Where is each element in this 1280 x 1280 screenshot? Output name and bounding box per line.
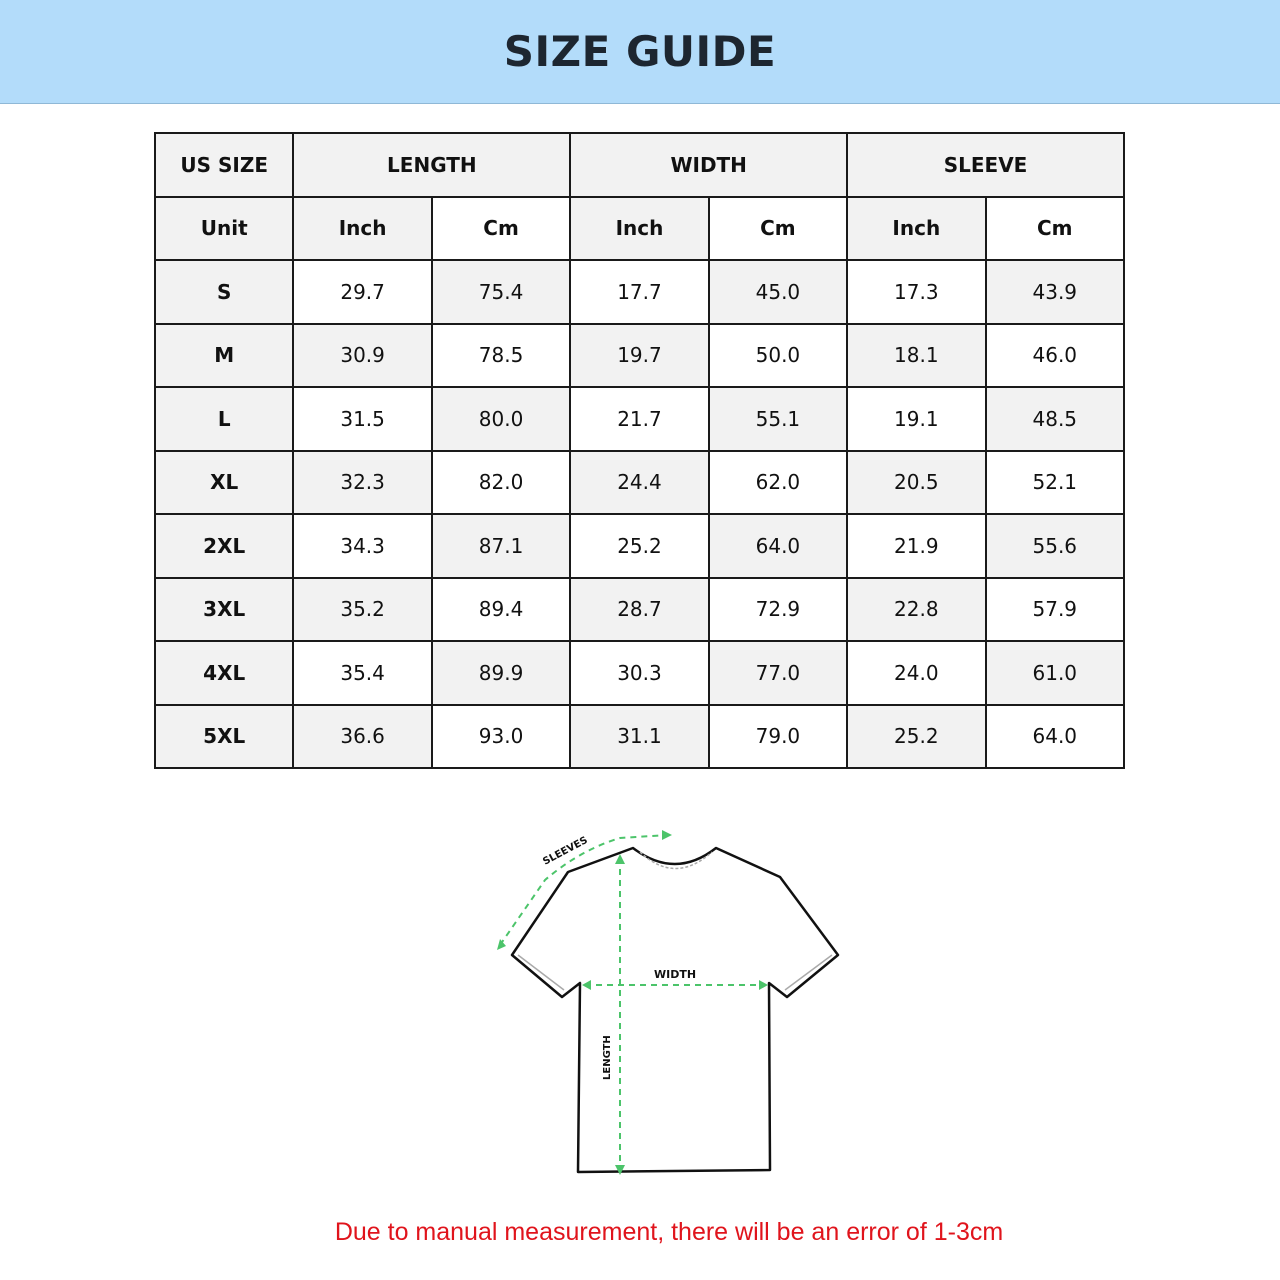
value-cell: 24.4: [569, 449, 710, 515]
value-cell: 72.9: [707, 576, 849, 642]
value-cell: 25.2: [846, 703, 987, 769]
sleeves-label: SLEEVES: [541, 835, 589, 868]
value-cell: 19.7: [569, 322, 710, 388]
value-cell: 46.0: [984, 322, 1126, 388]
size-cell: L: [153, 386, 295, 452]
unit-cell: Inch: [846, 195, 987, 261]
size-cell: XL: [153, 449, 295, 515]
value-cell: 80.0: [430, 386, 572, 452]
value-cell: 30.9: [292, 322, 433, 388]
value-cell: 50.0: [707, 322, 849, 388]
value-cell: 28.7: [569, 576, 710, 642]
unit-row: Unit Inch Cm Inch Cm Inch Cm: [153, 195, 1126, 261]
table-row: S 29.7 75.4 17.7 45.0 17.3 43.9: [153, 259, 1126, 325]
unit-cell: Inch: [569, 195, 710, 261]
size-cell: 2XL: [153, 513, 295, 579]
size-cell: 5XL: [153, 703, 295, 769]
unit-cell: Cm: [430, 195, 572, 261]
value-cell: 18.1: [846, 322, 987, 388]
header-us-size: US SIZE: [153, 132, 295, 198]
value-cell: 89.4: [430, 576, 572, 642]
value-cell: 79.0: [707, 703, 849, 769]
page-title: SIZE GUIDE: [503, 27, 777, 76]
header-sleeve: SLEEVE: [846, 132, 1125, 198]
value-cell: 55.1: [707, 386, 849, 452]
value-cell: 61.0: [984, 640, 1126, 706]
value-cell: 89.9: [430, 640, 572, 706]
value-cell: 34.3: [292, 513, 433, 579]
measurement-note: Due to manual measurement, there will be…: [334, 1218, 1004, 1246]
value-cell: 52.1: [984, 449, 1126, 515]
value-cell: 64.0: [984, 703, 1126, 769]
value-cell: 82.0: [430, 449, 572, 515]
value-cell: 62.0: [707, 449, 849, 515]
table-row: 3XL 35.2 89.4 28.7 72.9 22.8 57.9: [153, 576, 1126, 642]
value-cell: 36.6: [292, 703, 433, 769]
unit-cell: Cm: [707, 195, 849, 261]
title-banner: SIZE GUIDE: [0, 0, 1280, 104]
value-cell: 20.5: [846, 449, 987, 515]
value-cell: 31.5: [292, 386, 433, 452]
size-table: US SIZE LENGTH WIDTH SLEEVE Unit Inch Cm In…: [153, 132, 1126, 769]
value-cell: 64.0: [707, 513, 849, 579]
value-cell: 75.4: [430, 259, 572, 325]
length-label: LENGTH: [602, 1035, 613, 1080]
value-cell: 21.9: [846, 513, 987, 579]
tshirt-diagram: SLEEVES WIDTH LENGTH: [497, 830, 840, 1175]
header-row: US SIZE LENGTH WIDTH SLEEVE: [153, 132, 1125, 198]
value-cell: 35.4: [292, 640, 433, 706]
size-cell: 4XL: [153, 640, 295, 706]
table-row: 4XL 35.4 89.9 30.3 77.0 24.0 61.0: [153, 640, 1126, 706]
width-label: WIDTH: [654, 968, 696, 981]
value-cell: 17.7: [569, 259, 710, 325]
tshirt-outline: [510, 846, 840, 1174]
table-row: M 30.9 78.5 19.7 50.0 18.1 46.0: [153, 322, 1126, 388]
value-cell: 17.3: [846, 259, 987, 325]
unit-cell: Cm: [984, 195, 1126, 261]
size-cell: M: [153, 322, 295, 388]
value-cell: 93.0: [430, 703, 572, 769]
value-cell: 78.5: [430, 322, 572, 388]
unit-label: Unit: [153, 195, 295, 261]
value-cell: 22.8: [846, 576, 987, 642]
unit-cell: Inch: [292, 195, 433, 261]
value-cell: 43.9: [984, 259, 1126, 325]
table-row: XL 32.3 82.0 24.4 62.0 20.5 52.1: [153, 449, 1126, 515]
size-cell: 3XL: [153, 576, 295, 642]
value-cell: 24.0: [846, 640, 987, 706]
header-width: WIDTH: [569, 132, 849, 198]
table-row: L 31.5 80.0 21.7 55.1 19.1 48.5: [153, 386, 1126, 452]
table-row: 2XL 34.3 87.1 25.2 64.0 21.9 55.6: [153, 513, 1126, 579]
header-length: LENGTH: [292, 132, 572, 198]
value-cell: 77.0: [707, 640, 849, 706]
value-cell: 30.3: [569, 640, 710, 706]
value-cell: 32.3: [292, 449, 433, 515]
value-cell: 35.2: [292, 576, 433, 642]
value-cell: 55.6: [984, 513, 1126, 579]
value-cell: 31.1: [569, 703, 710, 769]
size-cell: S: [153, 259, 295, 325]
value-cell: 45.0: [707, 259, 849, 325]
value-cell: 87.1: [430, 513, 572, 579]
value-cell: 48.5: [984, 386, 1126, 452]
table-row: 5XL 36.6 93.0 31.1 79.0 25.2 64.0: [153, 703, 1126, 769]
value-cell: 21.7: [569, 386, 710, 452]
value-cell: 57.9: [984, 576, 1126, 642]
value-cell: 29.7: [292, 259, 433, 325]
value-cell: 19.1: [846, 386, 987, 452]
value-cell: 25.2: [569, 513, 710, 579]
sleeve-arrow: [499, 834, 669, 946]
